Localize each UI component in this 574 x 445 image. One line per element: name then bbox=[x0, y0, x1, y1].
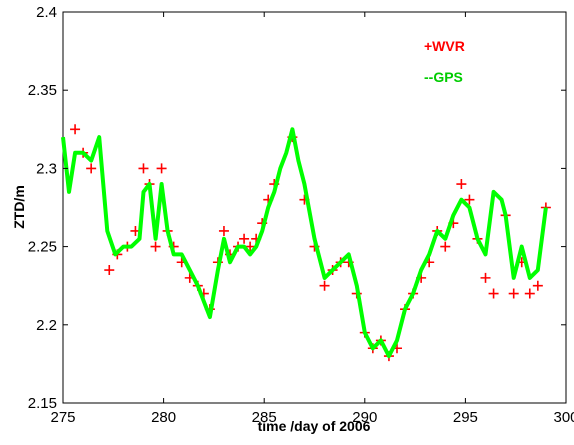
plot-area bbox=[62, 11, 567, 404]
wvr-point bbox=[524, 288, 535, 299]
wvr-point bbox=[70, 124, 81, 135]
legend-gps: --GPS bbox=[424, 69, 463, 85]
wvr-point bbox=[86, 163, 97, 174]
wvr-point bbox=[138, 163, 149, 174]
gps-line bbox=[61, 127, 548, 359]
wvr-point bbox=[464, 194, 475, 205]
x-tick-label: 295 bbox=[453, 409, 478, 426]
y-tick-label: 2.2 bbox=[36, 317, 57, 334]
y-axis-ticks: 2.4 2.35 2.3 2.25 2.2 2.15 bbox=[28, 4, 566, 412]
x-tick-label: 290 bbox=[352, 409, 377, 426]
wvr-point bbox=[245, 241, 256, 252]
x-tick-label: 285 bbox=[252, 409, 277, 426]
y-tick-label: 2.3 bbox=[36, 160, 57, 177]
wvr-point bbox=[532, 280, 543, 291]
gps-series bbox=[61, 127, 548, 359]
y-axis-label: ZTD/m bbox=[11, 185, 27, 229]
y-tick-label: 2.25 bbox=[28, 239, 57, 256]
x-tick-label: 300 bbox=[553, 409, 574, 426]
wvr-point bbox=[150, 241, 161, 252]
wvr-point bbox=[218, 225, 229, 236]
wvr-point bbox=[456, 179, 467, 190]
wvr-point bbox=[156, 163, 167, 174]
wvr-point bbox=[488, 288, 499, 299]
y-tick-label: 2.15 bbox=[28, 395, 57, 412]
x-tick-label: 280 bbox=[151, 409, 176, 426]
x-axis-ticks: 275 280 285 290 295 300 bbox=[50, 12, 574, 426]
wvr-point bbox=[440, 241, 451, 252]
legend-wvr: +WVR bbox=[424, 38, 465, 54]
wvr-point bbox=[239, 233, 250, 244]
y-tick-label: 2.4 bbox=[36, 4, 57, 21]
wvr-point bbox=[104, 265, 115, 276]
wvr-point bbox=[480, 272, 491, 283]
x-tick-label: 275 bbox=[50, 409, 75, 426]
wvr-point bbox=[508, 288, 519, 299]
wvr-point bbox=[319, 280, 330, 291]
y-tick-label: 2.35 bbox=[28, 82, 57, 99]
x-axis-label: time /day of 2006 bbox=[258, 418, 371, 434]
